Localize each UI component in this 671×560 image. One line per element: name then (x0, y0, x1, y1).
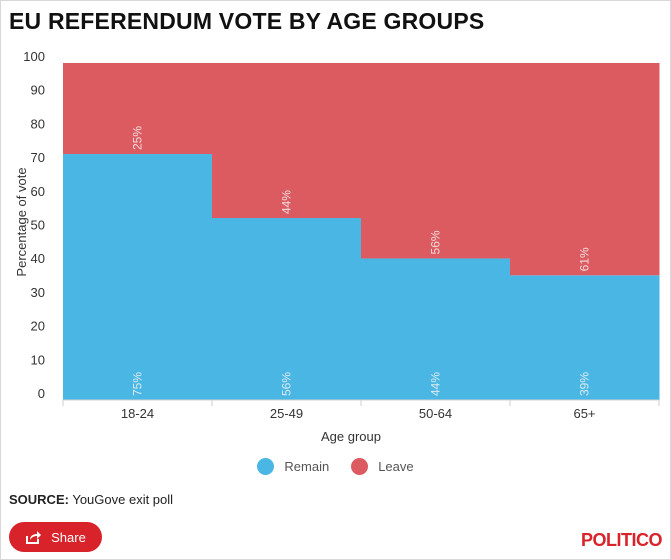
bar-leave-18-24 (63, 63, 213, 154)
y-tick-label: 20 (31, 319, 45, 334)
legend-item-leave[interactable]: Leave (351, 458, 414, 475)
data-label-leave-65+: 61% (578, 247, 592, 271)
share-icon (26, 531, 42, 544)
data-label-remain-65+: 39% (578, 372, 592, 396)
legend-label-leave: Leave (378, 459, 414, 474)
x-tick-label: 65+ (573, 406, 595, 421)
data-label-remain-50-64: 44% (429, 372, 443, 396)
legend-label-remain: Remain (284, 459, 330, 474)
source-prefix: SOURCE: (9, 492, 69, 507)
bar-leave-25-49 (212, 63, 362, 219)
legend-item-remain[interactable]: Remain (257, 458, 329, 475)
x-axis-label: Age group (321, 429, 381, 444)
source-note: SOURCE: YouGove exit poll (9, 492, 173, 507)
legend: Remain Leave (0, 458, 671, 475)
politico-logo: POLITICO (581, 530, 663, 550)
bar-remain-18-24 (63, 153, 213, 400)
y-axis-label: Percentage of vote (14, 167, 29, 276)
x-tick-label: 18-24 (121, 406, 154, 421)
share-button[interactable]: Share (9, 522, 102, 552)
bar-leave-65+ (510, 63, 660, 276)
chart-area: 75% 25% 18-24 56% 44% 25-49 44% 56% 50-64 39% 61% 6… (14, 49, 660, 444)
legend-swatch-remain (257, 458, 275, 475)
y-tick-label: 40 (31, 251, 45, 266)
y-tick-label: 0 (38, 386, 45, 401)
data-label-remain-25-49: 56% (280, 372, 294, 396)
plot-area: 75% 25% 18-24 56% 44% 25-49 44% 56% 50-64 39% 61% 6… (23, 49, 660, 421)
y-tick-label: 90 (31, 83, 45, 98)
x-tick-label: 25-49 (270, 406, 303, 421)
data-label-leave-18-24: 25% (131, 126, 145, 150)
bar-remain-25-49 (212, 218, 362, 400)
y-tick-label: 50 (31, 218, 45, 233)
share-label: Share (51, 529, 86, 545)
y-tick-label: 10 (31, 352, 45, 367)
data-label-remain-18-24: 75% (131, 372, 145, 396)
y-tick-label: 100 (23, 49, 45, 64)
x-tick-label: 50-64 (419, 406, 452, 421)
bar-remain-50-64 (361, 258, 511, 400)
legend-swatch-leave (351, 458, 369, 475)
y-tick-label: 70 (31, 150, 45, 165)
y-tick-label: 60 (31, 184, 45, 199)
y-tick-label: 30 (31, 285, 45, 300)
source-text: YouGove exit poll (72, 492, 174, 507)
bar-leave-50-64 (361, 63, 511, 259)
data-label-leave-25-49: 44% (280, 190, 294, 214)
chart-title: EU REFERENDUM VOTE BY AGE GROUPS (9, 8, 485, 34)
y-tick-label: 80 (31, 116, 45, 131)
bar-remain-65+ (510, 275, 660, 400)
data-label-leave-50-64: 56% (429, 230, 443, 254)
